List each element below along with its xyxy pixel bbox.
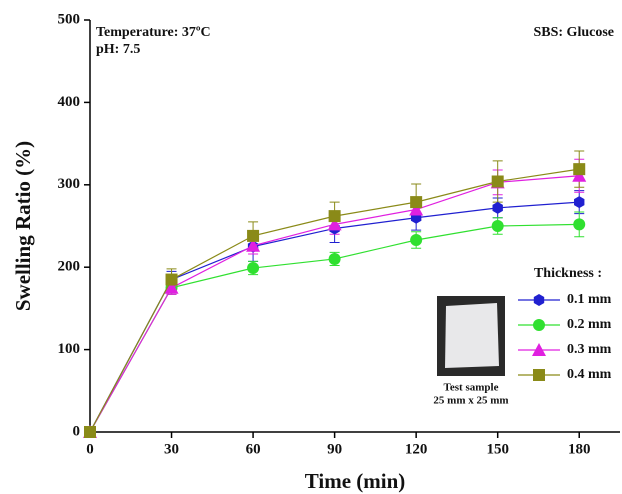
marker: [247, 262, 260, 275]
marker: [491, 220, 504, 232]
inset-photo: [437, 296, 505, 376]
annotation: Temperature: 37ºC: [96, 25, 211, 40]
marker: [574, 196, 585, 209]
x-tick-label: 60: [246, 441, 261, 457]
marker: [573, 218, 586, 231]
annotation: pH: 7.5: [96, 42, 140, 57]
inset-caption: Test sample: [444, 382, 499, 394]
marker: [164, 280, 179, 294]
legend-marker: [532, 343, 546, 356]
marker: [84, 426, 96, 438]
y-tick-label: 300: [58, 176, 81, 192]
marker: [410, 196, 423, 209]
marker: [572, 168, 587, 182]
annotation: SBS: Glucose: [533, 25, 614, 40]
marker: [246, 238, 261, 252]
legend-label: 0.3 mm: [567, 342, 612, 357]
marker: [410, 234, 423, 247]
x-tick-label: 90: [327, 441, 342, 457]
inset-caption: 25 mm x 25 mm: [433, 395, 508, 407]
y-axis-label: Swelling Ratio (%): [11, 141, 35, 311]
marker: [491, 175, 504, 188]
legend-label: 0.1 mm: [567, 292, 612, 307]
x-axis-label: Time (min): [305, 469, 406, 493]
legend-marker: [533, 319, 545, 331]
marker: [492, 201, 503, 214]
legend-marker: [533, 369, 545, 381]
x-tick-label: 180: [568, 441, 591, 457]
legend-marker: [533, 294, 545, 306]
x-tick-label: 30: [164, 441, 179, 457]
x-tick-label: 150: [486, 441, 509, 457]
y-tick-label: 500: [58, 11, 81, 27]
marker: [328, 210, 341, 223]
y-tick-label: 100: [58, 341, 81, 357]
x-tick-label: 0: [86, 441, 94, 457]
marker: [573, 163, 586, 176]
x-tick-label: 120: [405, 441, 428, 457]
legend-title: Thickness :: [534, 266, 602, 281]
y-tick-label: 0: [73, 423, 81, 439]
marker: [247, 229, 260, 242]
marker: [328, 252, 341, 265]
legend-label: 0.2 mm: [567, 317, 612, 332]
marker: [165, 273, 178, 286]
y-tick-label: 400: [58, 94, 81, 110]
marker: [327, 217, 342, 231]
marker: [409, 202, 424, 216]
legend-label: 0.4 mm: [567, 367, 612, 382]
y-tick-label: 200: [58, 259, 81, 275]
